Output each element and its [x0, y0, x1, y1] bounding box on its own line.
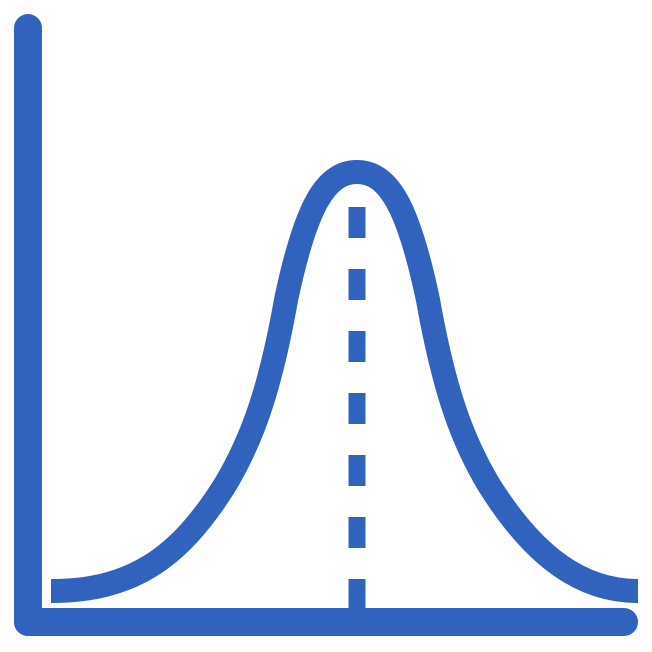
bell-curve-line: [50, 159, 639, 603]
bell-curve-graphic: [14, 14, 639, 636]
